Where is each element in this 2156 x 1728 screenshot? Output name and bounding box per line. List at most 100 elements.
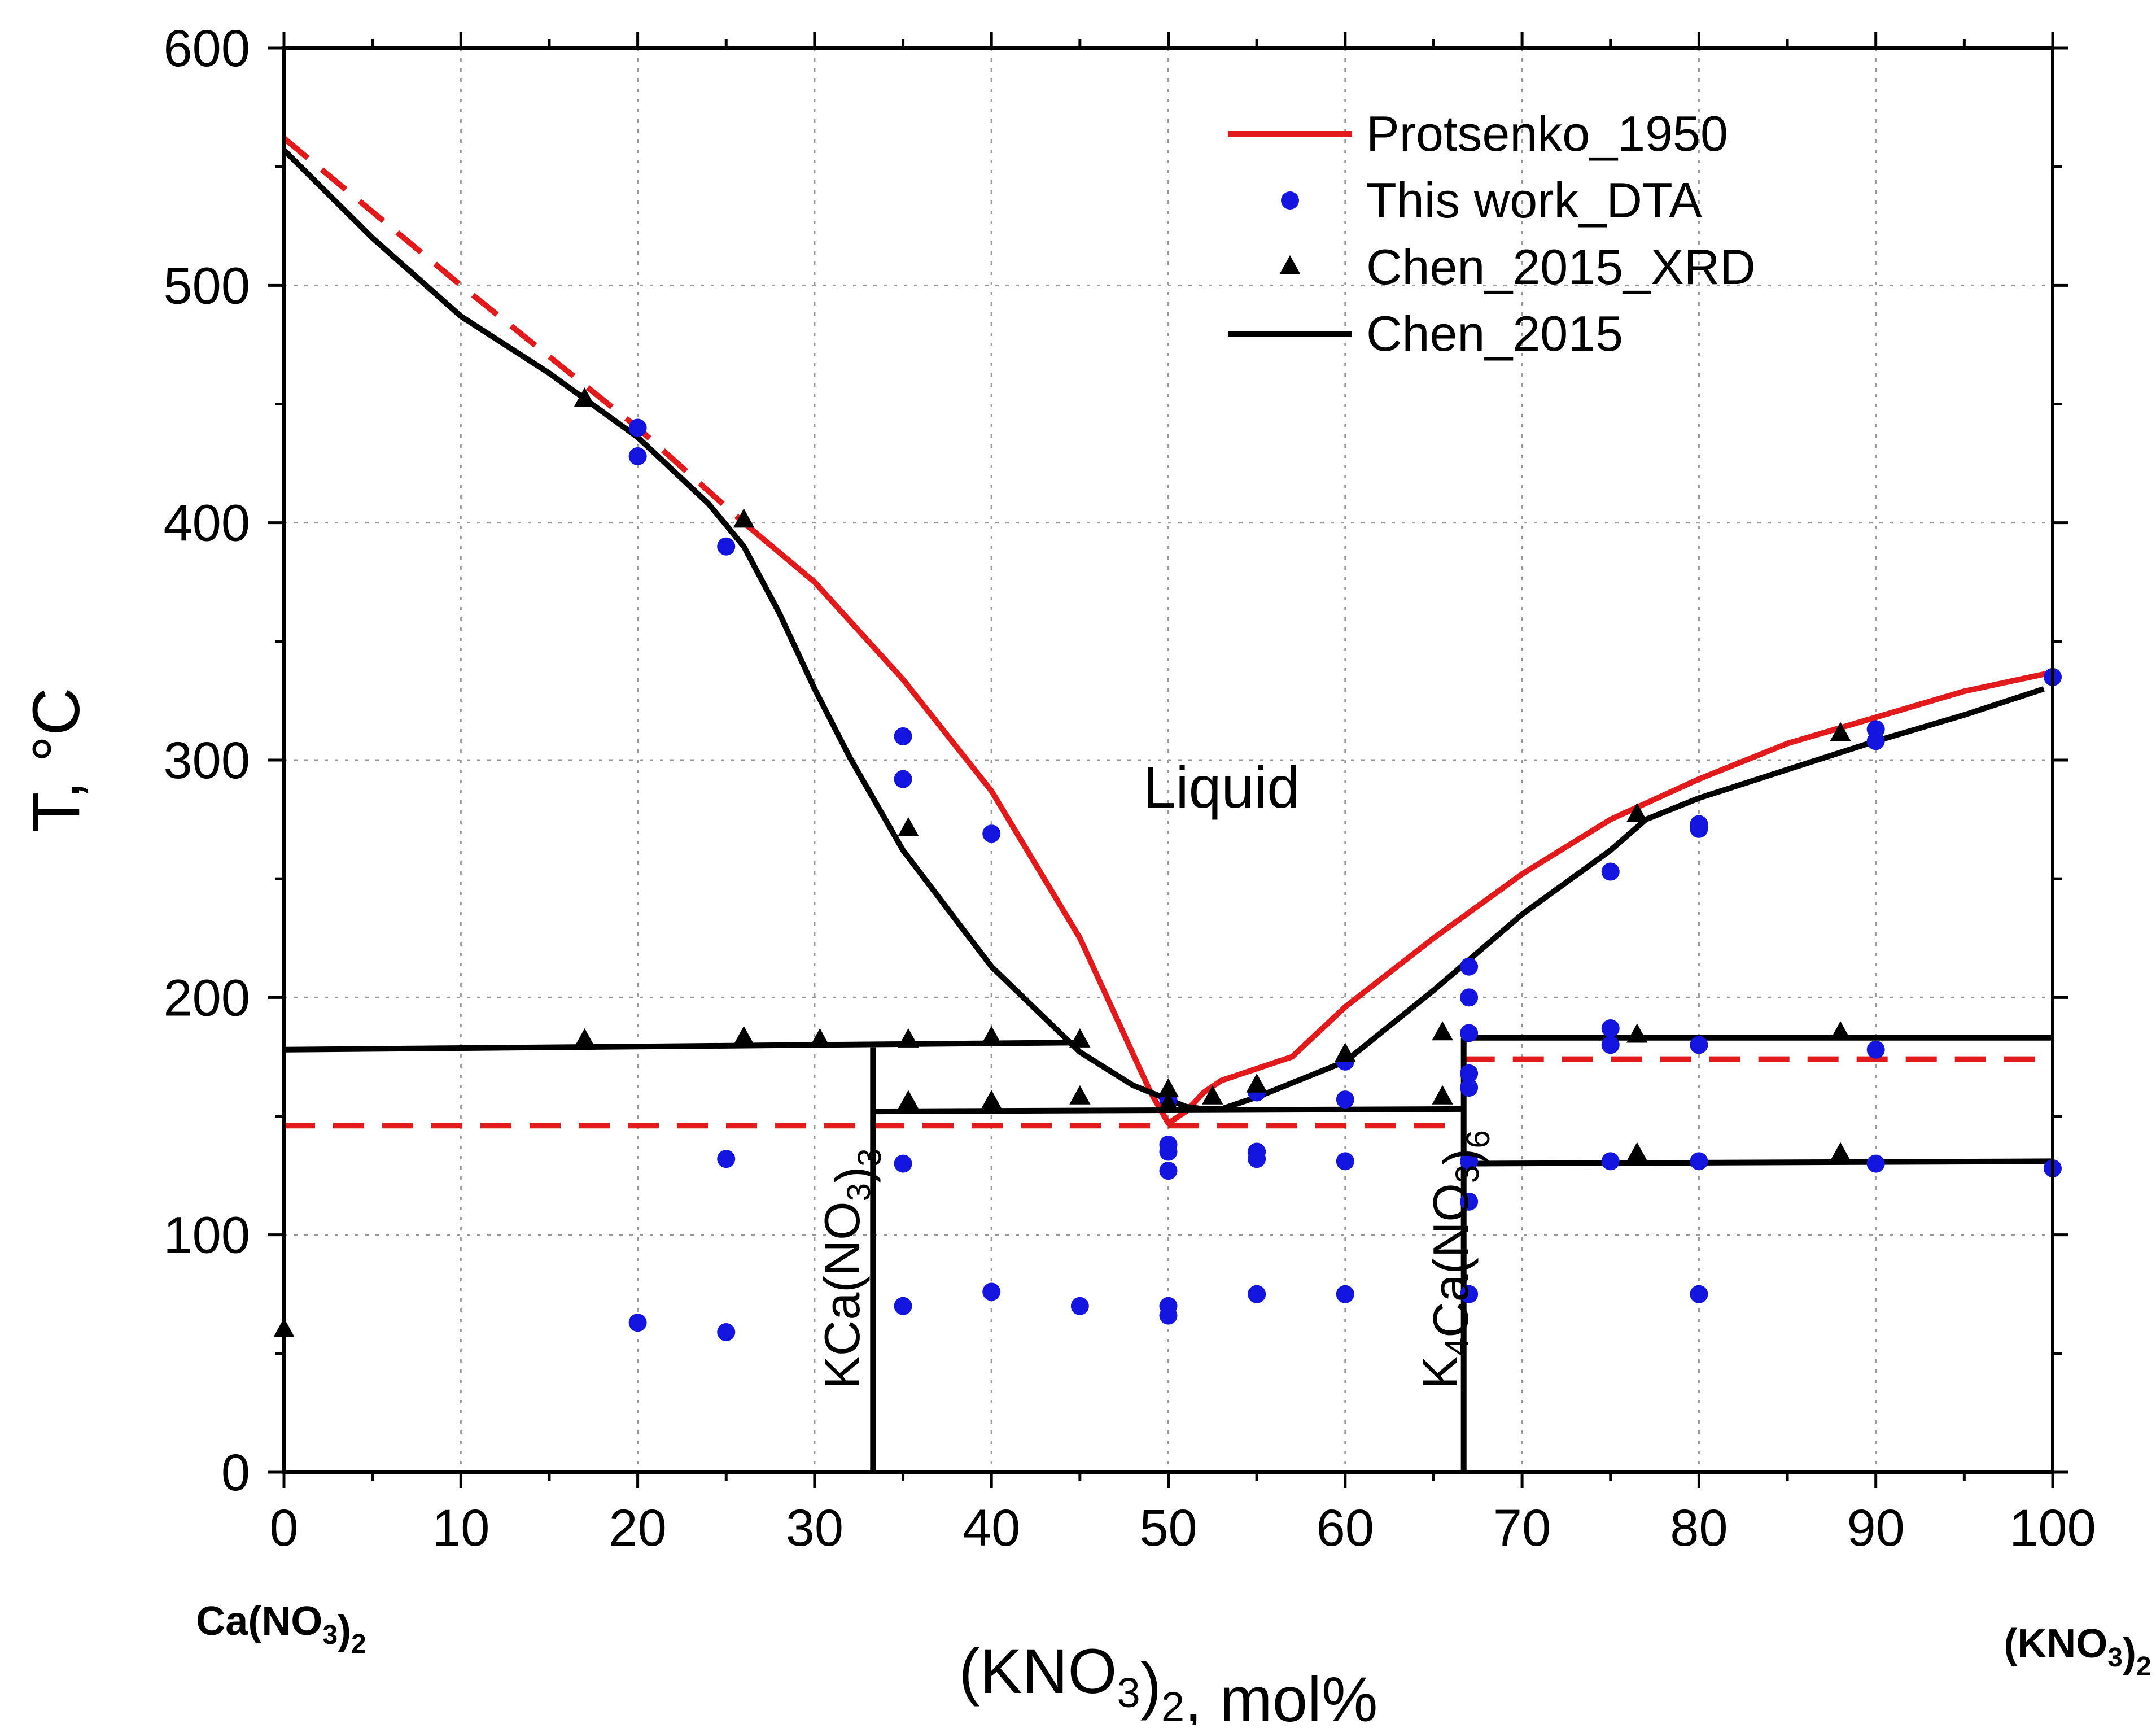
data-point-this-work-dta-40 (1690, 1152, 1708, 1171)
legend-swatch-chen-2015-xrd (1279, 255, 1301, 274)
data-point-this-work-dta-36 (1601, 1036, 1620, 1054)
x-tick-label-50: 50 (1139, 1499, 1197, 1557)
x-axis-label: (KNO3)2, mol% (959, 1636, 1378, 1725)
data-point-chen-2015-xrd-25 (1830, 1142, 1851, 1162)
legend-label-this-work-dta: This work_DTA (1366, 172, 1702, 228)
legend-label-protsenko-1950: Protsenko_1950 (1366, 106, 1728, 162)
data-point-this-work-dta-43 (1690, 815, 1708, 834)
data-point-this-work-dta-29 (1460, 1152, 1479, 1171)
y-tick-label-600: 600 (164, 20, 251, 77)
data-point-this-work-dta-37 (1601, 1019, 1620, 1037)
x-tick-label-10: 10 (432, 1499, 489, 1557)
data-point-this-work-dta-4 (894, 770, 912, 788)
data-point-this-work-dta-2 (717, 537, 736, 556)
x-tick-label-60: 60 (1317, 1499, 1374, 1557)
series-layer (273, 136, 2062, 1472)
data-point-this-work-dta-45 (1866, 1040, 1885, 1059)
data-point-this-work-dta-33 (1460, 988, 1479, 1007)
data-point-chen-2015-xrd-12 (1069, 1085, 1091, 1105)
left-end-label: Ca(NO3)2 (196, 1599, 366, 1659)
legend-label-chen-2015: Chen_2015 (1366, 306, 1623, 361)
series-line-protsenko-1950-1 (742, 520, 2054, 1127)
data-point-chen-2015-xrd-14 (1157, 1092, 1179, 1112)
grid-layer (284, 48, 2053, 1472)
data-point-chen-2015-xrd-1 (574, 387, 596, 407)
y-axis-label: T, °C (19, 688, 94, 833)
data-point-this-work-dta-28 (1460, 1192, 1479, 1211)
data-point-this-work-dta-11 (982, 1282, 1001, 1301)
data-point-this-work-dta-25 (1336, 1090, 1354, 1109)
x-tick-label-100: 100 (2009, 1499, 2096, 1557)
region-label-liquid: Liquid (1143, 755, 1300, 821)
data-point-this-work-dta-27 (1460, 1285, 1479, 1303)
x-tick-label-80: 80 (1670, 1499, 1728, 1557)
data-point-chen-2015-xrd-24 (1830, 1021, 1851, 1041)
text-layer: 0 10 20 30 40 50 60 70 80 90 100 0 100 200 300 400 500 60… (19, 20, 2151, 1728)
legend: Protsenko_1950 This work_DTA Chen_2015_XRD… (1228, 106, 1756, 361)
series-line-protsenko-1950-0 (282, 136, 746, 525)
data-point-this-work-dta-30 (1460, 1079, 1479, 1097)
data-point-this-work-dta-9 (894, 1154, 912, 1173)
data-point-this-work-dta-17 (1159, 1135, 1178, 1154)
right-end-label: (KNO3)2 (2004, 1621, 2151, 1682)
data-point-chen-2015-xrd-10 (898, 1090, 919, 1110)
x-tick-label-20: 20 (609, 1499, 666, 1557)
data-point-chen-2015-xrd-19 (1432, 1085, 1453, 1105)
data-point-this-work-dta-6 (628, 1314, 647, 1332)
x-tick-label-90: 90 (1847, 1499, 1905, 1557)
data-point-chen-2015-xrd-17 (1335, 1042, 1356, 1062)
data-point-chen-2015-xrd-22 (1626, 1142, 1648, 1162)
y-tick-label-400: 400 (164, 495, 251, 552)
data-point-this-work-dta-12 (1070, 1297, 1089, 1315)
data-point-chen-2015-xrd-21 (1626, 1023, 1648, 1043)
series-line-chen-2015-1 (283, 1040, 1080, 1053)
data-point-chen-2015-xrd-18 (1432, 1021, 1453, 1041)
data-point-this-work-dta-41 (1690, 1036, 1708, 1054)
y-tick-label-100: 100 (164, 1207, 251, 1264)
y-tick-label-0: 0 (221, 1444, 250, 1502)
x-tick-label-30: 30 (786, 1499, 843, 1557)
data-point-chen-2015-xrd-23 (1830, 722, 1851, 741)
data-point-this-work-dta-10 (894, 1297, 912, 1315)
legend-label-chen-2015-xrd: Chen_2015_XRD (1366, 239, 1756, 295)
data-point-this-work-dta-1 (628, 447, 647, 465)
data-point-this-work-dta-5 (982, 824, 1001, 843)
data-point-this-work-dta-35 (1601, 1152, 1620, 1171)
data-point-chen-2015-xrd-3 (898, 817, 919, 836)
data-point-this-work-dta-21 (1248, 1142, 1266, 1161)
data-point-chen-2015-xrd-20 (1626, 802, 1648, 822)
y-tick-label-200: 200 (164, 969, 251, 1027)
data-point-this-work-dta-31 (1460, 1064, 1479, 1083)
data-point-this-work-dta-0 (628, 418, 647, 437)
data-point-chen-2015-xrd-8 (981, 1026, 1002, 1045)
data-point-this-work-dta-44 (1866, 1154, 1885, 1173)
data-point-this-work-dta-15 (1159, 1162, 1178, 1180)
data-point-chen-2015-xrd-4 (574, 1028, 596, 1048)
compound-label-0: KCa(NO3)3 (814, 1149, 888, 1389)
compound-label-1: K4Ca(NO3)6 (1412, 1130, 1497, 1389)
data-point-chen-2015-xrd-13 (1157, 1078, 1179, 1098)
data-point-this-work-dta-8 (717, 1150, 736, 1168)
data-point-this-work-dta-34 (1460, 957, 1479, 976)
data-point-this-work-dta-47 (1866, 720, 1885, 739)
series-line-chen-2015-4 (1463, 1158, 2053, 1167)
data-point-this-work-dta-39 (1690, 1285, 1708, 1303)
data-point-this-work-dta-32 (1460, 1024, 1479, 1042)
data-point-this-work-dta-14 (1159, 1306, 1178, 1325)
data-point-this-work-dta-19 (1248, 1285, 1266, 1303)
y-tick-label-300: 300 (164, 732, 251, 789)
data-point-this-work-dta-23 (1336, 1285, 1354, 1303)
data-point-chen-2015-xrd-11 (981, 1090, 1002, 1110)
data-point-this-work-dta-3 (894, 727, 912, 745)
x-tick-label-40: 40 (963, 1499, 1020, 1557)
data-point-chen-2015-xrd-5 (733, 1026, 755, 1045)
data-point-chen-2015-xrd-2 (733, 508, 755, 528)
x-tick-label-0: 0 (269, 1499, 298, 1557)
legend-swatch-this-work-dta (1281, 191, 1299, 210)
data-point-this-work-dta-38 (1601, 862, 1620, 881)
data-point-chen-2015-xrd-15 (1202, 1085, 1223, 1105)
data-point-this-work-dta-24 (1336, 1152, 1354, 1171)
